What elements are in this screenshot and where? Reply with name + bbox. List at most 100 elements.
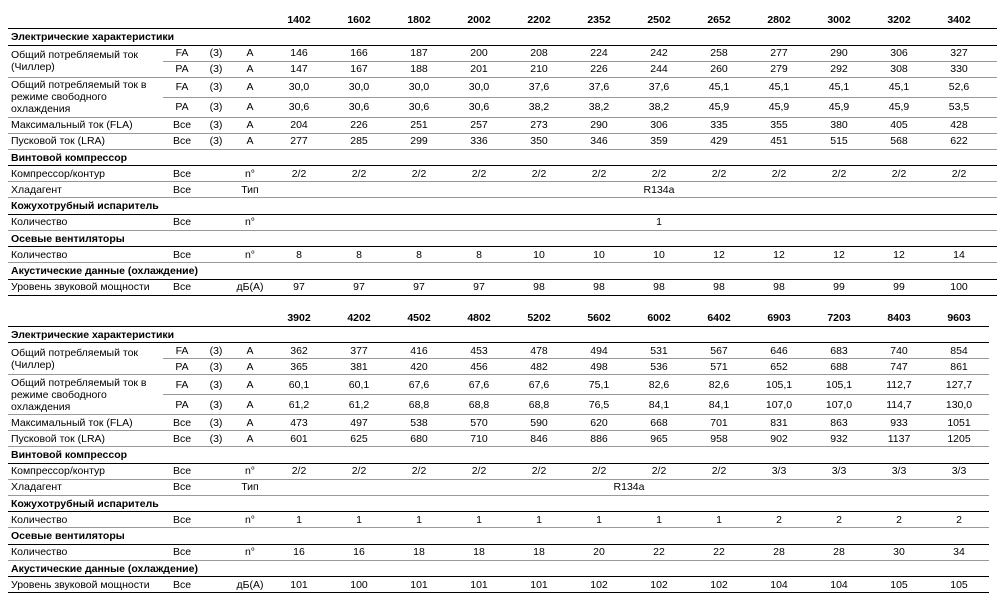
row-unit: A: [231, 117, 269, 133]
cell-value: 52,6: [989, 77, 997, 97]
row-label: Общий потребляемый ток (Чиллер): [8, 45, 163, 77]
row-label: Количество: [8, 214, 163, 230]
cell-value: 290: [569, 117, 629, 133]
cell-value: 38,2: [569, 97, 629, 117]
cell-value: 68,8: [449, 395, 509, 415]
cell-value: 330: [929, 61, 989, 77]
cell-value: 831: [749, 415, 809, 431]
row-note: (3): [201, 431, 231, 447]
cell-value: 346: [569, 133, 629, 149]
row-note: (3): [201, 77, 231, 97]
table-row: Общий потребляемый ток в режиме свободно…: [8, 77, 997, 97]
table-row: Компрессор/контурВсеn°2/22/22/22/22/22/2…: [8, 463, 989, 479]
model-header: 6903: [749, 306, 809, 327]
cell-value: 8: [389, 247, 449, 263]
section-title: Винтовой компрессор: [8, 447, 989, 464]
cell-value: 45,9: [809, 97, 869, 117]
cell-value: 279: [749, 61, 809, 77]
cell-value: 97: [269, 279, 329, 295]
cell-value: 1137: [869, 431, 929, 447]
cell-value: 473: [269, 415, 329, 431]
cell-value: 2/2: [929, 166, 989, 182]
cell-value: 100: [329, 577, 389, 593]
cell-value: 440: [989, 117, 997, 133]
blank-header: [231, 8, 269, 29]
cell-value: 861: [929, 359, 989, 375]
row-label: Максимальный ток (FLA): [8, 415, 163, 431]
cell-value: 429: [689, 133, 749, 149]
row-variant: PA: [163, 61, 201, 77]
cell-value: 10: [629, 247, 689, 263]
cell-value: 902: [749, 431, 809, 447]
cell-value: 1: [629, 512, 689, 528]
cell-value: 127,7: [929, 375, 989, 395]
row-label: Количество: [8, 512, 163, 528]
row-variant: Все: [163, 117, 201, 133]
row-variant: Все: [163, 279, 201, 295]
cell-value: 16: [269, 544, 329, 560]
cell-value: 355: [749, 117, 809, 133]
cell-value: 201: [449, 61, 509, 77]
cell-value: 53,5: [929, 97, 989, 117]
table-row: Общий потребляемый ток (Чиллер)FA(3)A362…: [8, 343, 989, 359]
table-row: Максимальный ток (FLA)Все(3)A47349753857…: [8, 415, 989, 431]
blank-header: [231, 306, 269, 327]
cell-value: 105: [929, 577, 989, 593]
model-header: 4502: [389, 306, 449, 327]
row-label: Уровень звуковой мощности: [8, 279, 163, 295]
cell-value: 1: [329, 512, 389, 528]
row-span-value: R134a: [269, 479, 989, 495]
cell-value: 2/2: [329, 463, 389, 479]
cell-value: 37,6: [569, 77, 629, 97]
row-label: Пусковой ток (LRA): [8, 431, 163, 447]
model-header: 1402: [269, 8, 329, 29]
cell-value: 45,1: [809, 77, 869, 97]
cell-value: 166: [329, 45, 389, 61]
cell-value: 886: [569, 431, 629, 447]
cell-value: 53,5: [989, 97, 997, 117]
cell-value: 538: [389, 415, 449, 431]
cell-value: 22: [629, 544, 689, 560]
block-spacer: [8, 296, 989, 306]
cell-value: 299: [389, 133, 449, 149]
row-variant: Все: [163, 463, 201, 479]
cell-value: 308: [869, 61, 929, 77]
cell-value: 97: [449, 279, 509, 295]
table-row: Уровень звуковой мощностиВседБ(А)1011001…: [8, 577, 989, 593]
model-header: 9603: [929, 306, 989, 327]
model-header: 7203: [809, 306, 869, 327]
cell-value: 1: [569, 512, 629, 528]
table-row: КоличествоВсеn°8888101010121212121414: [8, 247, 997, 263]
cell-value: 2: [809, 512, 869, 528]
cell-value: 3/3: [869, 463, 929, 479]
cell-value: 359: [629, 133, 689, 149]
cell-value: 536: [629, 359, 689, 375]
cell-value: 67,6: [389, 375, 449, 395]
row-label: Хладагент: [8, 479, 163, 495]
cell-value: 101: [389, 577, 449, 593]
cell-value: 224: [569, 45, 629, 61]
cell-value: 68,8: [389, 395, 449, 415]
model-header: 3602: [989, 8, 997, 29]
table-row: Пусковой ток (LRA)Все(3)A277285299336350…: [8, 133, 997, 149]
spec-table: 3902420245024802520256026002640269037203…: [8, 306, 989, 594]
cell-value: 167: [329, 61, 389, 77]
cell-value: 30,6: [389, 97, 449, 117]
cell-value: 306: [629, 117, 689, 133]
cell-value: 251: [389, 117, 449, 133]
row-note: [201, 279, 231, 295]
cell-value: 97: [389, 279, 449, 295]
cell-value: 2/2: [509, 166, 569, 182]
cell-value: 571: [689, 359, 749, 375]
cell-value: 2/2: [569, 463, 629, 479]
row-span-value: 1: [269, 214, 997, 230]
cell-value: 12: [869, 247, 929, 263]
cell-value: 958: [689, 431, 749, 447]
model-header: 2352: [569, 8, 629, 29]
cell-value: 101: [989, 279, 997, 295]
cell-value: 187: [389, 45, 449, 61]
cell-value: 497: [329, 415, 389, 431]
model-header: 2652: [689, 8, 749, 29]
cell-value: 38,2: [509, 97, 569, 117]
cell-value: 104: [749, 577, 809, 593]
